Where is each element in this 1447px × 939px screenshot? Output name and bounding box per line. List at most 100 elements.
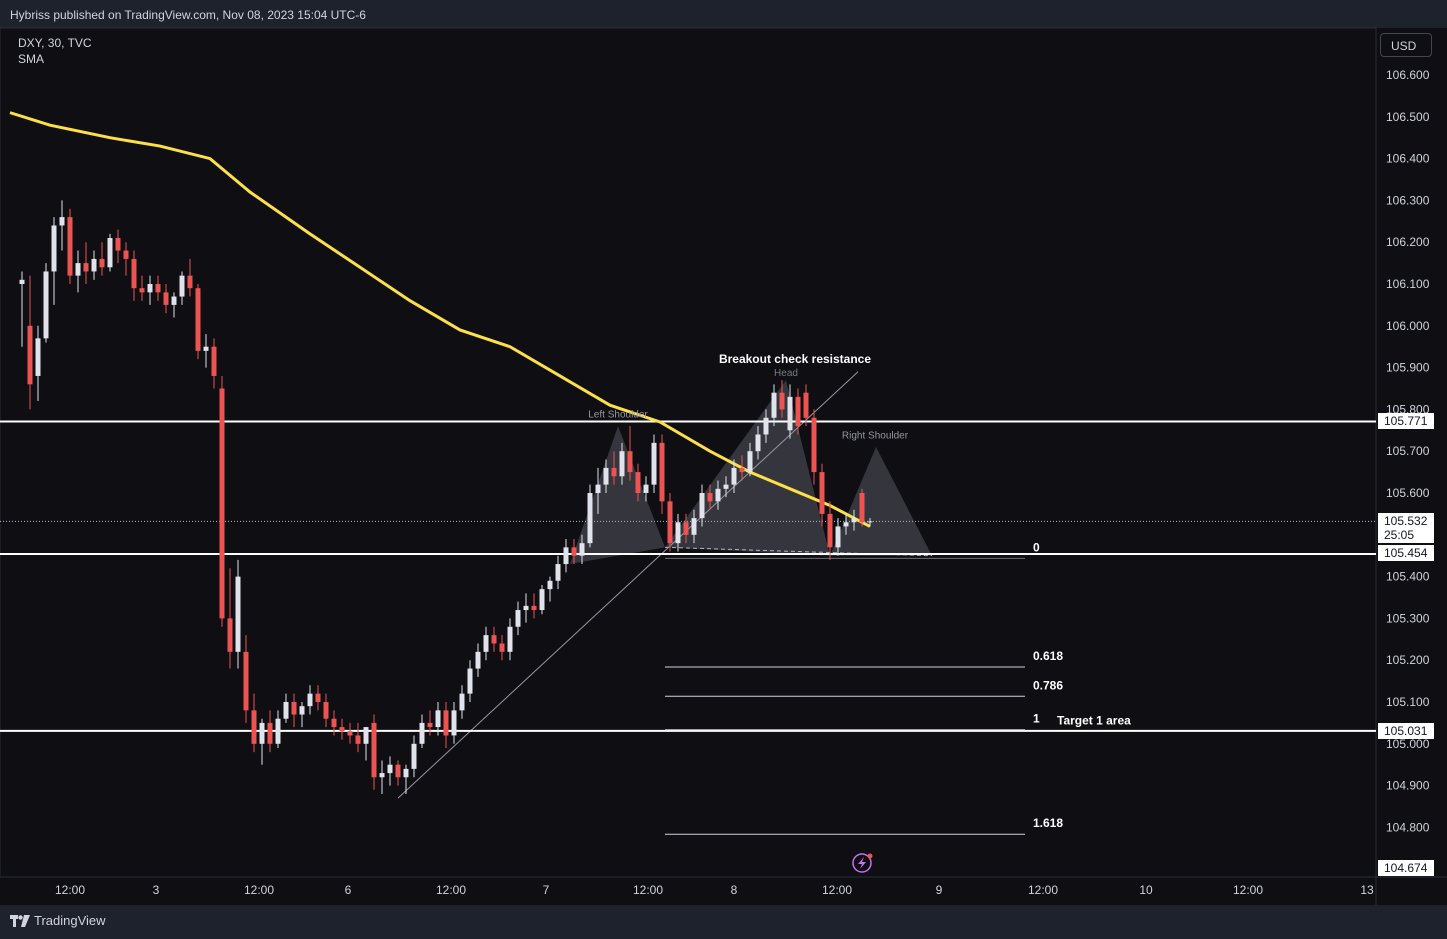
candle-body xyxy=(715,488,721,502)
price-label-box xyxy=(1378,513,1434,529)
candle-body xyxy=(859,493,865,523)
x-tick-label: 7 xyxy=(543,883,550,897)
candle-body xyxy=(403,768,409,778)
symbol-label[interactable]: DXY, 30, TVC xyxy=(18,36,92,50)
candle-body xyxy=(219,388,225,619)
y-tick-label: 104.800 xyxy=(1386,820,1430,834)
candle-body xyxy=(851,518,857,523)
candle-body xyxy=(243,651,249,711)
candle-body xyxy=(179,275,185,297)
candle-body xyxy=(43,271,49,339)
brand-label: TradingView xyxy=(34,913,106,928)
tradingview-logo[interactable]: TradingView xyxy=(10,913,106,928)
candle-body xyxy=(515,610,521,627)
candle-body xyxy=(811,417,817,473)
candle-body xyxy=(123,250,129,259)
candle-body xyxy=(467,668,473,694)
candle-body xyxy=(299,706,305,715)
price-label: 25:05 xyxy=(1384,528,1414,542)
y-tick-label: 106.100 xyxy=(1386,277,1430,291)
candle-body xyxy=(579,543,585,556)
candle-body xyxy=(459,693,465,711)
candle-body xyxy=(411,743,417,769)
candle-body xyxy=(275,718,281,744)
y-tick-label: 106.300 xyxy=(1386,193,1430,207)
candle-body xyxy=(435,710,441,728)
y-tick-label: 105.100 xyxy=(1386,695,1430,709)
candle-body xyxy=(595,484,601,493)
candle-body xyxy=(731,467,737,485)
price-label-box xyxy=(1378,527,1434,543)
y-tick-label: 105.400 xyxy=(1386,570,1430,584)
candle-body xyxy=(155,284,161,293)
price-label: 105.771 xyxy=(1384,414,1428,428)
candle-body xyxy=(379,773,385,778)
x-tick-label: 10 xyxy=(1139,883,1153,897)
candle-body xyxy=(211,346,217,376)
x-tick-label: 13 xyxy=(1360,883,1374,897)
candle-body xyxy=(395,764,401,778)
candle-body xyxy=(651,442,657,485)
event-icon xyxy=(852,853,872,873)
candle-body xyxy=(323,702,329,719)
candle-body xyxy=(611,467,617,477)
trend-line xyxy=(397,371,859,799)
candle-body xyxy=(347,731,353,736)
candle-body xyxy=(139,288,145,293)
candle-body xyxy=(491,635,497,644)
candle-body xyxy=(51,225,57,272)
candle-body xyxy=(419,722,425,744)
candle-body xyxy=(763,417,769,435)
candle-body xyxy=(547,580,553,590)
chart-legend: DXY, 30, TVC SMA xyxy=(18,35,92,67)
candle-body xyxy=(171,296,177,305)
candle-body xyxy=(355,735,361,744)
candle-body xyxy=(755,434,761,452)
candle-body xyxy=(739,467,745,473)
x-tick-label: 12:00 xyxy=(1233,883,1263,897)
y-tick-label: 105.200 xyxy=(1386,653,1430,667)
candle-body xyxy=(867,521,873,523)
candle-body xyxy=(531,605,537,611)
fib-level-label: 0.618 xyxy=(1033,649,1063,663)
y-tick-label: 105.800 xyxy=(1386,402,1430,416)
tradingview-logo-icon xyxy=(10,914,30,927)
y-tick-label: 104.900 xyxy=(1386,779,1430,793)
right-shoulder-triangle xyxy=(830,447,932,556)
candle-body xyxy=(147,284,153,293)
price-label: 105.532 xyxy=(1384,514,1428,528)
candle-body xyxy=(235,576,241,652)
candle-body xyxy=(691,518,697,535)
candle-body xyxy=(75,263,81,276)
candle-body xyxy=(803,392,809,418)
x-tick-label: 9 xyxy=(936,883,943,897)
candle-body xyxy=(643,484,649,493)
candle-body xyxy=(835,526,841,548)
notification-dot-icon xyxy=(867,853,873,859)
candle-body xyxy=(251,710,257,744)
pattern-annotation: Breakout check resistance xyxy=(719,352,871,366)
candle-body xyxy=(499,643,505,652)
candle-body xyxy=(99,258,105,268)
candle-body xyxy=(339,727,345,732)
candle-body xyxy=(115,238,121,251)
price-label-box xyxy=(1378,545,1434,561)
candle-body xyxy=(659,442,665,502)
x-tick-label: 12:00 xyxy=(633,883,663,897)
candle-body xyxy=(195,288,201,351)
price-label: 105.031 xyxy=(1384,724,1428,738)
candle-body xyxy=(555,564,561,581)
candle-body xyxy=(35,338,41,376)
candle-body xyxy=(283,702,289,719)
y-tick-label: 105.700 xyxy=(1386,444,1430,458)
candle-body xyxy=(707,493,713,502)
indicator-label[interactable]: SMA xyxy=(18,52,45,66)
pattern-annotation: Left Shoulder xyxy=(588,410,648,421)
price-label: 104.674 xyxy=(1384,861,1428,875)
fib-level-label: 0 xyxy=(1033,540,1040,554)
candle-body xyxy=(475,651,481,669)
y-tick-label: 105.900 xyxy=(1386,361,1430,375)
pattern-annotation: Head xyxy=(774,368,798,379)
currency-button[interactable]: USD xyxy=(1380,33,1432,57)
